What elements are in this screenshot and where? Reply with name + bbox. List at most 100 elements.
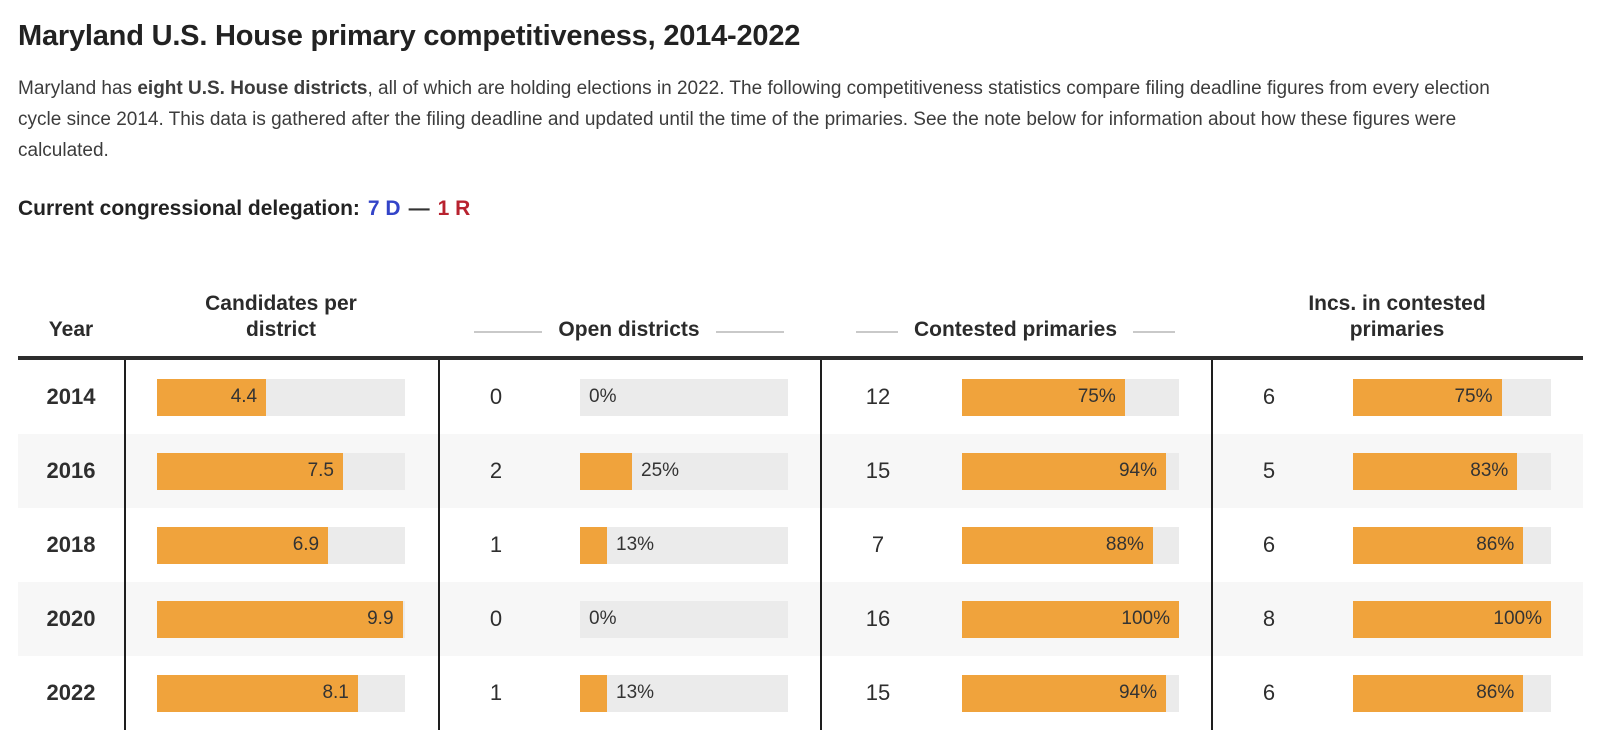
contested-count-2014: 12 [865, 384, 891, 409]
col-header-year: Year [48, 318, 94, 341]
incs-bar-2022-fill [1353, 674, 1524, 712]
table-row-2020: 2020 9.9 0 0% 16 100% 8 100% [18, 582, 1583, 656]
intro-text-pre: Maryland has [18, 78, 138, 99]
contested-bar-2022: 94% [962, 674, 1179, 712]
contested-count-2016: 15 [865, 458, 891, 483]
candidates-cell-2014: 4.4 [124, 360, 438, 434]
year-cell-2020: 2020 [46, 606, 96, 631]
incs-bar-2018: 86% [1353, 526, 1551, 564]
candidates-bar-2018: 6.9 [157, 526, 405, 564]
contested-bar-2020: 100% [962, 600, 1179, 638]
col-header-open-districts: Open districts [438, 317, 820, 343]
delegation-line: Current congressional delegation: 7 D — 1 R [18, 197, 470, 221]
incs-cell-2018: 6 86% [1211, 508, 1583, 582]
competitiveness-table: Year Candidates per district Open distri… [18, 268, 1583, 730]
contested-bar-2014: 75% [962, 378, 1179, 416]
contested-bar-2016-value-label: 94% [1118, 460, 1157, 481]
table-body: 2014 4.4 0 0% 12 75% 6 75% 2016 7.5 2 25% 15 94% 5 83% 2… [18, 360, 1583, 730]
open-bar-2016: 25% [580, 452, 788, 490]
incs-cell-2022: 6 86% [1211, 656, 1583, 730]
contested-cell-2020: 16 100% [820, 582, 1211, 656]
contested-bar-2018: 88% [962, 526, 1179, 564]
year-cell-2016: 2016 [46, 458, 96, 483]
incs-bar-2016: 83% [1353, 452, 1551, 490]
open-cell-2014: 0 0% [438, 360, 820, 434]
contested-bar-2018-fill [962, 526, 1153, 564]
incs-bar-2016-value-label: 83% [1470, 460, 1509, 481]
open-count-2020: 0 [489, 606, 503, 631]
open-cell-2022: 1 13% [438, 656, 820, 730]
contested-bar-2020-value-label: 100% [1121, 608, 1170, 629]
contested-cell-2018: 7 88% [820, 508, 1211, 582]
incs-bar-2020: 100% [1353, 600, 1551, 638]
table-row-2018: 2018 6.9 1 13% 7 88% 6 86% [18, 508, 1583, 582]
contested-count-2018: 7 [871, 532, 885, 557]
incs-bar-2016-fill [1353, 452, 1518, 490]
open-bar-2014-value-label: 0% [589, 386, 617, 407]
contested-bar-2016: 94% [962, 452, 1179, 490]
open-bar-2018-fill [580, 526, 608, 564]
incs-bar-2018-value-label: 86% [1476, 534, 1515, 555]
candidates-bar-2018-fill [157, 526, 329, 564]
incs-cell-2020: 8 100% [1211, 582, 1583, 656]
intro-text-post: , all of which are holding elections in … [18, 78, 1490, 161]
contested-cell-2014: 12 75% [820, 360, 1211, 434]
contested-bar-2018-value-label: 88% [1105, 534, 1144, 555]
candidates-bar-2018-value-label: 6.9 [292, 534, 320, 555]
incs-count-2016: 5 [1262, 458, 1276, 483]
contested-cell-2022: 15 94% [820, 656, 1211, 730]
open-count-2014: 0 [489, 384, 503, 409]
delegation-label: Current congressional delegation: [18, 197, 360, 220]
open-bar-2020-value-label: 0% [589, 608, 617, 629]
contested-bar-2014-fill [962, 378, 1125, 416]
candidates-bar-2014-value-label: 4.4 [230, 386, 258, 407]
page-title: Maryland U.S. House primary competitiven… [18, 20, 801, 52]
contested-cell-2016: 15 94% [820, 434, 1211, 508]
contested-bar-2022-fill [962, 674, 1166, 712]
incs-cell-2016: 5 83% [1211, 434, 1583, 508]
candidates-cell-2022: 8.1 [124, 656, 438, 730]
incs-cell-2014: 6 75% [1211, 360, 1583, 434]
header-dash-left-icon [474, 331, 543, 333]
year-cell-2014: 2014 [46, 384, 96, 409]
incs-bar-2014: 75% [1353, 378, 1551, 416]
contested-bar-2020-fill [962, 600, 1179, 638]
header-rule [18, 356, 1583, 360]
open-bar-2022-fill [580, 674, 608, 712]
open-cell-2020: 0 0% [438, 582, 820, 656]
intro-text-bold: eight U.S. House districts [137, 78, 368, 99]
incs-bar-2014-value-label: 75% [1454, 386, 1493, 407]
candidates-bar-2014: 4.4 [157, 378, 405, 416]
header-dash-right-icon [1133, 331, 1175, 333]
candidates-bar-2016: 7.5 [157, 452, 405, 490]
intro-paragraph: Maryland has eight U.S. House districts,… [18, 73, 1510, 166]
contested-count-2020: 16 [865, 606, 891, 631]
candidates-bar-2014-fill [157, 378, 267, 416]
col-header-contested-primaries: Contested primaries [820, 317, 1211, 343]
incs-count-2018: 6 [1262, 532, 1276, 557]
open-cell-2018: 1 13% [438, 508, 820, 582]
open-bar-2014: 0% [580, 378, 788, 416]
col-header-incs-in-contested: Incs. in contested primaries [1308, 292, 1486, 341]
col-header-candidates-per-district: Candidates per district [205, 292, 357, 341]
table-row-2016: 2016 7.5 2 25% 15 94% 5 83% [18, 434, 1583, 508]
delegation-rep-count: 1 R [437, 197, 471, 220]
incs-count-2014: 6 [1262, 384, 1276, 409]
open-bar-2018: 13% [580, 526, 788, 564]
year-cell-2022: 2022 [46, 680, 96, 705]
open-bar-2020: 0% [580, 600, 788, 638]
header-dash-left-icon [856, 331, 898, 333]
table-row-2014: 2014 4.4 0 0% 12 75% 6 75% [18, 360, 1583, 434]
open-count-2016: 2 [489, 458, 503, 483]
contested-count-2022: 15 [865, 680, 891, 705]
open-count-2018: 1 [489, 532, 503, 557]
candidates-bar-2022-fill [157, 674, 358, 712]
open-bar-2018-value-label: 13% [616, 534, 655, 555]
incs-count-2022: 6 [1262, 680, 1276, 705]
contested-bar-2014-value-label: 75% [1077, 386, 1116, 407]
open-bar-2016-value-label: 25% [641, 460, 680, 481]
incs-bar-2022-value-label: 86% [1476, 682, 1515, 703]
year-cell-2018: 2018 [46, 532, 96, 557]
candidates-cell-2018: 6.9 [124, 508, 438, 582]
candidates-bar-2022: 8.1 [157, 674, 405, 712]
